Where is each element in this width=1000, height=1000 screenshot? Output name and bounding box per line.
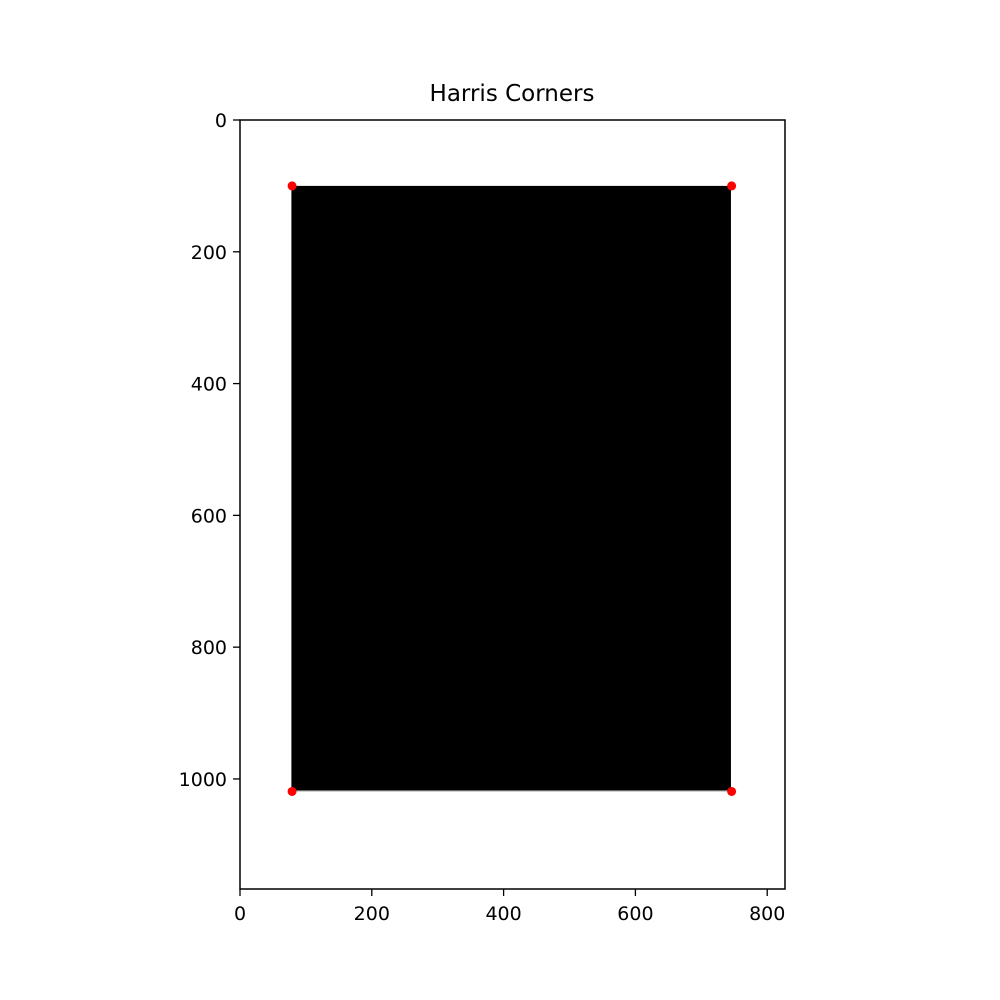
corner-point: [287, 786, 297, 796]
corner-point: [727, 181, 737, 191]
y-tick-label: 400: [191, 374, 227, 396]
corner-point: [727, 786, 737, 796]
y-tick-label: 200: [191, 242, 227, 264]
y-axis: 0 200 400 600 800 1000: [179, 110, 240, 791]
axes-frame: [239, 119, 786, 890]
x-tick-label: 600: [617, 903, 653, 925]
x-tick-label: 200: [354, 903, 390, 925]
image-rectangle: [291, 185, 731, 791]
y-tick-label: 800: [191, 637, 227, 659]
x-axis: 0 200 400 600 800: [234, 889, 785, 925]
corner-point: [287, 181, 297, 191]
y-tick-label: 0: [215, 110, 227, 132]
x-tick-label: 800: [749, 903, 785, 925]
plot-area: [287, 181, 737, 796]
y-tick-label: 1000: [179, 769, 227, 791]
chart-title: Harris Corners: [430, 81, 595, 107]
x-tick-label: 0: [234, 903, 246, 925]
y-tick-label: 600: [191, 505, 227, 527]
x-tick-label: 400: [485, 903, 521, 925]
